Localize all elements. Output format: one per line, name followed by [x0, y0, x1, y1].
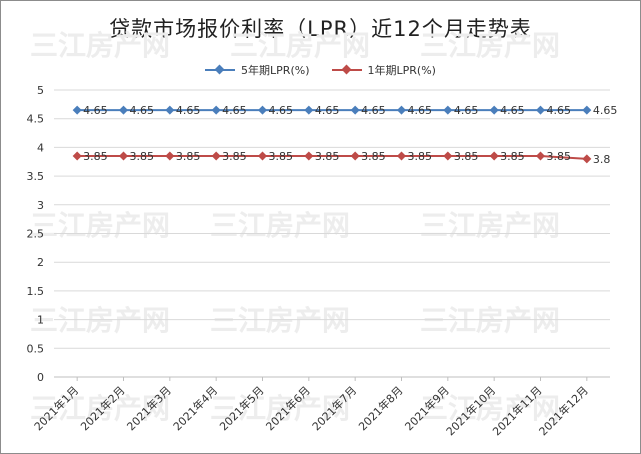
y-tick-label: 4.5	[27, 113, 45, 126]
data-label: 3.85	[361, 150, 386, 163]
data-point	[72, 151, 82, 161]
data-point	[257, 105, 268, 115]
watermark-text: 三江房产网	[420, 29, 560, 62]
y-tick-label: 2.5	[27, 228, 45, 241]
y-tick-label: 0.5	[27, 342, 45, 355]
watermark-text: 三江房产网	[420, 392, 560, 425]
data-label: 4.65	[361, 104, 386, 117]
data-label: 3.8	[593, 153, 611, 166]
data-point	[535, 105, 546, 115]
data-point	[257, 151, 268, 161]
data-point	[350, 105, 360, 115]
data-label: 3.85	[130, 150, 155, 163]
data-label: 4.65	[130, 104, 155, 117]
watermark-text: 三江房产网	[30, 29, 170, 62]
data-point	[350, 151, 360, 161]
data-label: 3.85	[408, 150, 433, 163]
data-label: 4.65	[454, 104, 479, 117]
data-point	[72, 105, 82, 115]
data-point	[165, 105, 175, 115]
legend-label-5y: 5年期LPR(%)	[241, 64, 310, 77]
data-label: 3.85	[315, 150, 340, 163]
data-label: 3.85	[269, 150, 294, 163]
data-label: 4.65	[408, 104, 433, 117]
data-point	[211, 105, 221, 115]
watermark-text: 三江房产网	[30, 209, 170, 242]
data-point	[443, 105, 453, 115]
x-tick-label: 2021年8月	[355, 383, 405, 433]
y-tick-label: 1	[37, 314, 44, 327]
chart-title: 贷款市场报价利率（LPR）近12个月走势表	[109, 17, 532, 41]
data-point	[396, 151, 407, 161]
data-point	[211, 151, 221, 161]
data-point	[582, 105, 592, 115]
y-tick-label: 2	[37, 256, 44, 269]
watermark-text: 三江房产网	[230, 29, 370, 62]
data-label: 3.85	[176, 150, 201, 163]
data-point	[489, 105, 499, 115]
legend-swatch-5y	[205, 64, 236, 75]
data-point	[304, 151, 314, 161]
data-label: 3.85	[454, 150, 479, 163]
data-label: 4.65	[83, 104, 108, 117]
data-point	[118, 151, 129, 161]
data-label: 3.85	[547, 150, 572, 163]
chart-legend: 5年期LPR(%) 1年期LPR(%)	[1, 62, 640, 78]
watermark-text: 三江房产网	[420, 304, 560, 337]
y-tick-label: 3	[37, 199, 44, 212]
data-point	[118, 105, 129, 115]
y-tick-label: 3.5	[27, 170, 45, 183]
data-label: 4.65	[593, 104, 618, 117]
data-label: 3.85	[222, 150, 247, 163]
data-point	[165, 151, 175, 161]
legend-label-1y: 1年期LPR(%)	[367, 64, 436, 77]
data-label: 4.65	[222, 104, 247, 117]
legend-item-1y: 1年期LPR(%)	[331, 62, 436, 78]
legend-item-5y: 5年期LPR(%)	[205, 62, 310, 78]
data-label: 4.65	[315, 104, 340, 117]
y-tick-label: 4	[37, 141, 44, 154]
data-label: 4.65	[176, 104, 201, 117]
data-point	[489, 151, 499, 161]
watermark-text: 三江房产网	[210, 304, 350, 337]
series-line-1	[77, 155, 587, 160]
data-point	[396, 105, 407, 115]
legend-swatch-1y	[331, 64, 362, 75]
data-label: 3.85	[83, 150, 108, 163]
watermark-text: 三江房产网	[30, 304, 170, 337]
watermark-text: 三江房产网	[420, 209, 560, 242]
watermark-text: 三江房产网	[210, 209, 350, 242]
data-label: 3.85	[500, 150, 524, 163]
data-point	[582, 154, 592, 164]
y-tick-label: 5	[37, 84, 44, 97]
data-point	[443, 151, 453, 161]
y-tick-label: 1.5	[27, 285, 45, 298]
data-point	[304, 105, 314, 115]
watermark-text: 三江房产网	[30, 392, 170, 425]
data-point	[535, 151, 546, 161]
data-label: 4.65	[269, 104, 294, 117]
y-tick-label: 0	[37, 371, 44, 384]
data-label: 4.65	[500, 104, 524, 117]
data-label: 4.65	[547, 104, 572, 117]
watermark-text: 三江房产网	[210, 392, 350, 425]
